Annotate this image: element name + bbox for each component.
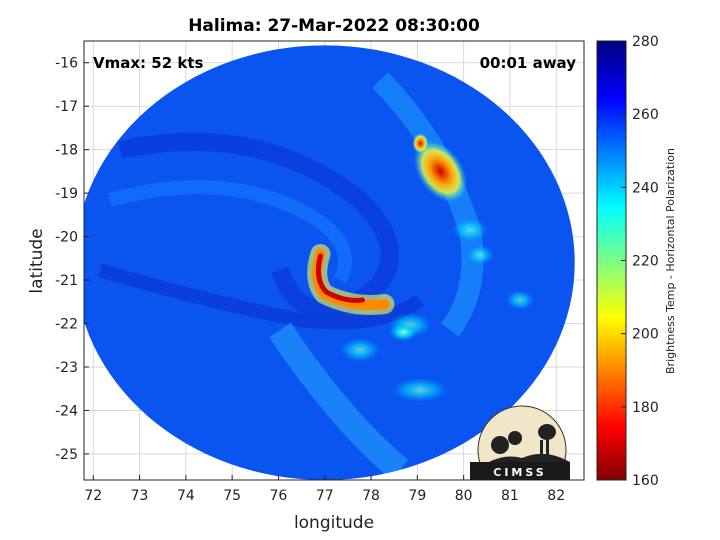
x-tick-label: 76 [270,488,288,504]
cimss-logo: CIMSS [470,405,570,480]
logo-tower-icon [546,440,549,462]
colorbar-tick-label: 200 [632,327,659,343]
y-tick-label: -22 [55,317,78,333]
convective-cell [340,338,380,362]
logo-dish-icon [508,431,522,445]
plot-frame [83,40,585,481]
y-tick-label: -24 [55,403,78,419]
logo-tank-icon [538,424,556,440]
x-tick-label: 75 [223,488,241,504]
convective-cell [392,378,448,402]
logo-banner [470,462,570,480]
logo-dish-icon [491,436,509,454]
convective-cell [452,218,488,242]
brightness-temp-swath [84,45,575,480]
eyewall-peak [315,253,365,303]
colorbar-tick-label: 240 [632,180,659,196]
rainband-convection [413,140,468,202]
y-tick-label: -20 [55,230,78,246]
y-tick-label: -16 [55,56,78,72]
convective-cell [466,245,494,265]
x-tick-label: 81 [501,488,519,504]
y-tick-label: -23 [55,360,78,376]
x-tick-label: 79 [408,488,426,504]
y-axis: -16 -17 -18 -19 -20 -21 -22 -23 -24 -25 [55,56,89,463]
outer-band-convection [389,323,418,342]
convective-cell [506,290,534,310]
y-tick-label: -18 [55,143,78,159]
logo-text: CIMSS [493,466,546,479]
spiral-band-dark [118,132,399,319]
spiral-band-light [108,180,352,284]
colorbar-tick-label: 220 [632,254,659,270]
vmax-annotation: Vmax: 52 kts [93,54,203,72]
x-tick-label: 72 [84,488,102,504]
colorbar-tick-label: 260 [632,107,659,123]
logo-tower-icon [540,440,543,462]
x-tick-label: 78 [362,488,380,504]
x-tick-label: 80 [455,488,473,504]
rainband-convection [412,133,429,154]
y-tick-label: -19 [55,186,78,202]
y-axis-label: latitude [27,228,47,293]
x-axis: 72 73 74 75 76 77 78 79 80 81 82 [84,475,565,504]
logo-disk [477,405,567,480]
x-tick-label: 74 [177,488,195,504]
x-tick-label: 77 [316,488,334,504]
x-axis-label: longitude [294,513,374,533]
y-tick-label: -25 [55,447,78,463]
colorbar-tick-label: 280 [632,34,659,50]
y-tick-label: -21 [55,273,78,289]
spiral-band-light-2 [269,322,409,480]
spiral-band-dark-2 [97,263,425,330]
chart-title: Halima: 27-Mar-2022 08:30:00 [188,16,480,36]
colorbar-tick-label: 160 [632,473,659,489]
x-tick-label: 73 [131,488,149,504]
y-tick-label: -17 [55,99,78,115]
colorbar-label: Brightness Temp - Horizontal Polarizatio… [664,148,677,374]
colorbar-ticks: 160 180 200 220 240 260 280 [621,34,659,489]
time-away-annotation: 00:01 away [480,54,577,72]
x-tick-label: 82 [547,488,565,504]
colorbar-tick-label: 180 [632,400,659,416]
